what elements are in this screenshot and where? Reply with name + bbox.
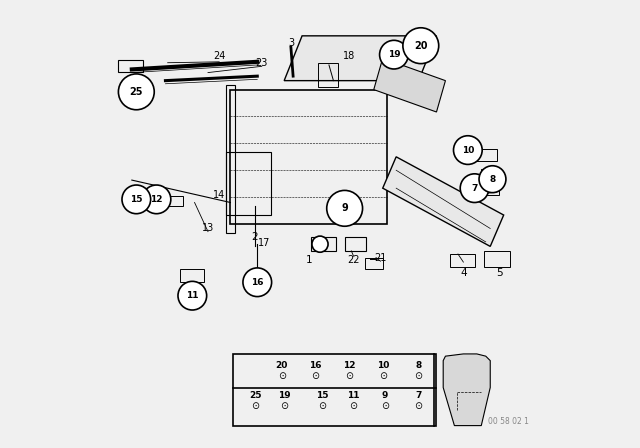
Text: 5: 5	[496, 268, 502, 278]
Text: 15: 15	[316, 391, 328, 400]
Text: 17: 17	[258, 238, 270, 248]
Bar	[481, 169, 500, 179]
Bar	[165, 196, 184, 206]
Bar	[226, 85, 235, 233]
Circle shape	[243, 268, 271, 297]
Text: 3: 3	[288, 38, 294, 47]
Text: 20: 20	[276, 361, 288, 370]
Text: ⊙: ⊙	[318, 401, 326, 411]
Polygon shape	[383, 157, 504, 246]
Circle shape	[178, 281, 207, 310]
Text: ⊙: ⊙	[278, 371, 286, 381]
Circle shape	[327, 190, 363, 226]
Circle shape	[122, 185, 150, 214]
Text: 7: 7	[415, 391, 422, 400]
Text: 19: 19	[278, 391, 291, 400]
Text: 6: 6	[494, 181, 500, 191]
Text: ⊙: ⊙	[379, 371, 387, 381]
Circle shape	[454, 136, 482, 164]
Bar	[226, 152, 271, 215]
Text: 9: 9	[341, 203, 348, 213]
Text: 22: 22	[348, 255, 360, 265]
Circle shape	[479, 166, 506, 193]
Text: 00 58 02 1: 00 58 02 1	[488, 417, 529, 426]
Bar	[472, 149, 497, 161]
Text: ⊙: ⊙	[381, 401, 389, 411]
Bar	[233, 354, 436, 426]
Text: 24: 24	[213, 51, 225, 61]
Text: 19: 19	[388, 50, 400, 59]
Circle shape	[460, 174, 489, 202]
Bar	[365, 258, 383, 269]
Text: ⊙: ⊙	[415, 401, 422, 411]
Text: ⊙: ⊙	[415, 371, 422, 381]
Bar	[180, 269, 204, 282]
Circle shape	[380, 40, 408, 69]
Text: 11: 11	[186, 291, 198, 300]
Text: 12: 12	[150, 195, 163, 204]
Text: 4: 4	[460, 268, 467, 278]
Text: 18: 18	[343, 51, 355, 61]
Circle shape	[403, 28, 439, 64]
Bar	[484, 251, 511, 267]
Polygon shape	[374, 58, 445, 112]
Text: ⊙: ⊙	[312, 371, 319, 381]
Text: 16: 16	[309, 361, 322, 370]
Polygon shape	[443, 354, 490, 426]
Bar	[450, 254, 475, 267]
Text: 21: 21	[374, 253, 387, 263]
Text: 23: 23	[255, 58, 268, 68]
Bar	[118, 60, 143, 72]
Text: 8: 8	[415, 361, 422, 370]
Text: 11: 11	[348, 391, 360, 400]
Circle shape	[142, 185, 171, 214]
Polygon shape	[284, 36, 436, 81]
Text: 10: 10	[376, 361, 389, 370]
Text: 15: 15	[130, 195, 143, 204]
Circle shape	[312, 236, 328, 252]
Bar	[317, 63, 338, 87]
Text: 8: 8	[490, 175, 495, 184]
Text: 14: 14	[213, 190, 225, 200]
Bar	[230, 90, 387, 224]
Bar	[345, 237, 366, 251]
Circle shape	[118, 74, 154, 110]
Text: ⊙: ⊙	[349, 401, 358, 411]
Text: 12: 12	[343, 361, 355, 370]
Text: 13: 13	[202, 224, 214, 233]
Text: 2: 2	[252, 233, 259, 242]
Text: 20: 20	[414, 41, 428, 51]
Bar	[311, 237, 336, 251]
Text: ⊙: ⊙	[280, 401, 288, 411]
Text: 10: 10	[461, 146, 474, 155]
Text: 1: 1	[305, 255, 312, 265]
Text: ⊙: ⊙	[251, 401, 259, 411]
Text: ⊙: ⊙	[345, 371, 353, 381]
Text: 25: 25	[129, 87, 143, 97]
Text: 9: 9	[382, 391, 388, 400]
Bar	[481, 184, 499, 195]
Text: 7: 7	[472, 184, 477, 193]
Text: 25: 25	[249, 391, 261, 400]
Text: 16: 16	[251, 278, 264, 287]
